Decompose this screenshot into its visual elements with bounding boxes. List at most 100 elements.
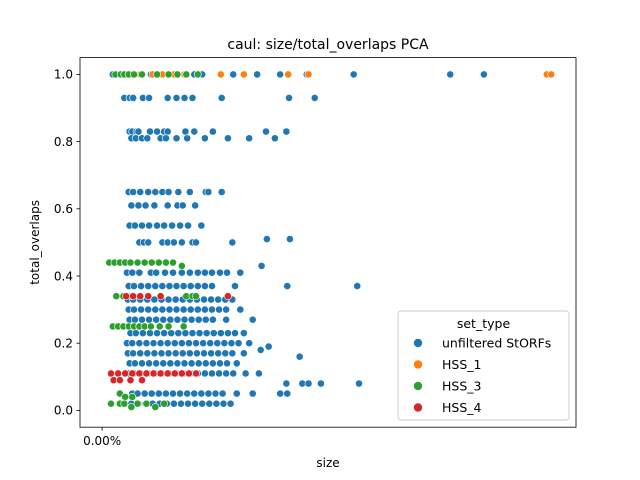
data-point xyxy=(178,201,187,210)
data-point xyxy=(190,127,199,136)
data-point xyxy=(248,315,257,324)
data-point xyxy=(193,305,202,314)
data-point xyxy=(317,379,325,388)
data-point xyxy=(179,322,188,331)
data-point xyxy=(200,282,209,290)
data-point xyxy=(167,329,176,338)
data-point xyxy=(200,349,208,358)
data-point xyxy=(184,399,192,408)
data-point xyxy=(135,268,144,277)
data-point xyxy=(188,94,197,102)
data-point xyxy=(229,369,238,378)
data-point xyxy=(147,258,156,267)
data-point xyxy=(270,134,279,143)
data-point xyxy=(136,188,145,196)
data-point xyxy=(151,305,160,314)
data-point xyxy=(185,268,194,277)
data-point xyxy=(135,339,144,348)
data-point xyxy=(158,282,167,290)
data-point xyxy=(304,70,313,79)
data-point xyxy=(201,359,210,368)
legend-items: unfiltered StORFs HSS_1 HSS_3 HSS_4 xyxy=(413,336,551,415)
data-point xyxy=(149,339,158,348)
legend-marker xyxy=(413,381,423,391)
data-point xyxy=(208,315,217,324)
data-point xyxy=(169,238,178,247)
data-point xyxy=(146,329,154,338)
data-point xyxy=(222,305,231,314)
data-point xyxy=(138,315,146,324)
data-point xyxy=(134,201,143,210)
data-point xyxy=(156,369,165,378)
data-point xyxy=(222,315,231,324)
data-point xyxy=(194,315,203,324)
data-point xyxy=(190,389,199,398)
data-point xyxy=(126,258,135,267)
data-point xyxy=(216,70,225,79)
data-point xyxy=(208,282,216,290)
data-point xyxy=(164,188,173,196)
chart-title: caul: size/total_overlaps PCA xyxy=(227,37,429,53)
data-point xyxy=(177,262,186,270)
data-point xyxy=(126,376,135,385)
data-point xyxy=(166,359,175,368)
data-point xyxy=(239,329,248,338)
data-point xyxy=(128,268,137,277)
x-axis-label: size xyxy=(316,456,339,470)
x-axis-ticks: 0.00% xyxy=(83,427,121,448)
data-point xyxy=(131,315,139,324)
data-point xyxy=(122,292,130,301)
data-point xyxy=(130,70,138,79)
data-point xyxy=(138,221,146,230)
data-point xyxy=(264,342,273,351)
data-point xyxy=(138,376,146,385)
data-point xyxy=(192,339,200,348)
data-point xyxy=(177,238,186,247)
y-axis-label: total_overlaps xyxy=(28,200,42,285)
data-point xyxy=(151,188,160,196)
data-point xyxy=(192,238,200,247)
data-point xyxy=(170,339,179,348)
data-point xyxy=(214,295,223,304)
data-point xyxy=(195,329,204,338)
data-point xyxy=(172,305,181,314)
data-point xyxy=(158,305,167,314)
data-point xyxy=(154,389,163,398)
data-point xyxy=(200,134,209,143)
data-point xyxy=(241,369,250,378)
data-point xyxy=(547,70,556,79)
data-point xyxy=(177,369,186,378)
data-point xyxy=(282,379,291,388)
data-point xyxy=(208,359,217,368)
y-tick-label: 0.6 xyxy=(54,202,73,216)
data-point xyxy=(120,399,129,408)
data-point xyxy=(163,94,172,102)
data-point xyxy=(223,268,231,277)
data-point xyxy=(129,94,138,102)
data-point xyxy=(145,221,153,230)
data-point xyxy=(209,329,218,338)
data-point xyxy=(152,268,161,277)
data-point xyxy=(114,369,122,378)
data-point xyxy=(159,315,168,324)
data-point xyxy=(200,268,209,277)
data-point xyxy=(197,221,206,230)
data-point xyxy=(138,70,146,79)
data-point xyxy=(163,369,172,378)
data-point xyxy=(207,349,215,358)
data-point xyxy=(200,369,209,378)
data-point xyxy=(226,399,235,408)
data-point xyxy=(142,399,151,408)
data-point xyxy=(162,389,170,398)
y-axis-ticks: 0.0 0.2 0.4 0.6 0.8 1.0 xyxy=(54,68,80,418)
data-point xyxy=(169,268,177,277)
series-hss-3 xyxy=(105,70,202,411)
data-point xyxy=(154,258,163,267)
data-point xyxy=(131,329,140,338)
data-point xyxy=(128,393,137,401)
data-point xyxy=(145,315,153,324)
legend-marker xyxy=(413,359,423,370)
data-point xyxy=(159,359,168,368)
data-point xyxy=(310,94,319,102)
data-point xyxy=(145,94,153,102)
